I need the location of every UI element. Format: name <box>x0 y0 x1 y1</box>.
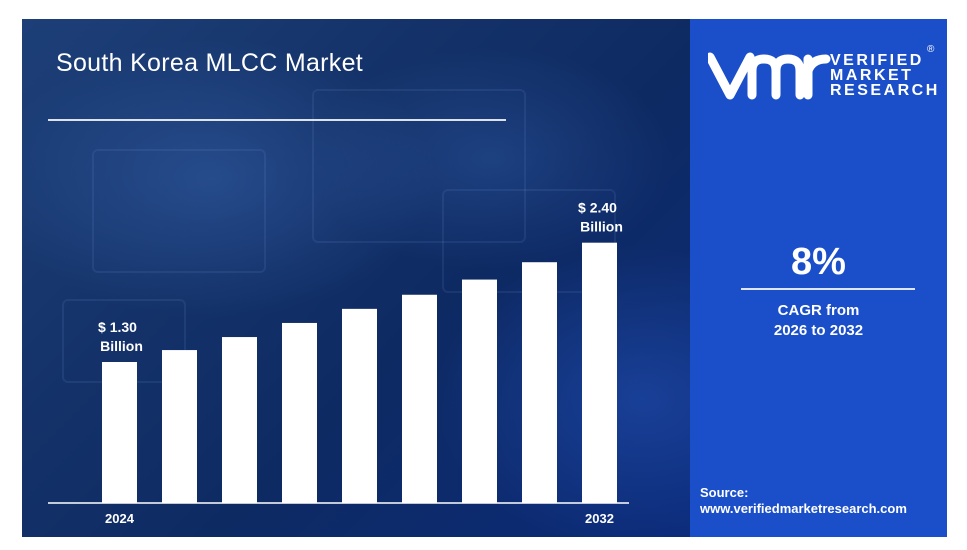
bar <box>462 279 497 503</box>
registered-mark: ® <box>927 44 935 55</box>
bar <box>102 362 137 503</box>
source-label: Source: <box>700 485 749 500</box>
data-label-value: $ 2.40 <box>578 200 617 216</box>
bar <box>282 322 317 503</box>
cagr-label-line: CAGR from <box>777 302 860 319</box>
cagr-value: 8% <box>791 241 846 283</box>
bar <box>162 350 197 503</box>
background-circuit-shape <box>92 149 266 273</box>
bar-chart: 2024 2032 $ 1.30 Billion $ 2.40 Billion <box>48 200 629 526</box>
bar <box>402 294 437 503</box>
chart-panel: South Korea MLCC Market 2024 2032 $ 1.30 Bi… <box>22 19 690 537</box>
infographic-card: South Korea MLCC Market 2024 2032 $ 1.30 Bi… <box>22 19 947 537</box>
chart-title: South Korea MLCC Market <box>56 49 364 77</box>
data-label-unit: Billion <box>580 219 623 235</box>
vmr-logo-icon <box>708 52 831 100</box>
bar <box>342 308 377 503</box>
background-circuit-shape <box>312 89 526 243</box>
bar <box>522 262 557 503</box>
source-url[interactable]: www.verifiedmarketresearch.com <box>700 501 907 516</box>
x-tick-label: 2024 <box>105 511 135 526</box>
brand-line: MARKET <box>830 67 914 84</box>
cagr-divider <box>741 288 915 290</box>
cagr-label-line: 2026 to 2032 <box>773 322 864 339</box>
cagr-label: CAGR from 2026 to 2032 <box>690 301 947 341</box>
brand-line: VERIFIED <box>830 52 924 69</box>
brand-wordmark: VERIFIED MARKET RESEARCH <box>830 52 940 99</box>
bar <box>582 242 617 503</box>
bar <box>222 337 257 503</box>
info-sidebar: VERIFIED MARKET RESEARCH ® 8% CAGR from … <box>690 19 947 537</box>
x-tick-label: 2032 <box>585 511 614 526</box>
source-note: Source: www.verifiedmarketresearch.com <box>700 485 907 517</box>
data-label-value: $ 1.30 <box>98 319 137 335</box>
brand-line: RESEARCH <box>830 82 940 99</box>
title-divider <box>48 119 506 121</box>
data-label-unit: Billion <box>100 338 143 354</box>
